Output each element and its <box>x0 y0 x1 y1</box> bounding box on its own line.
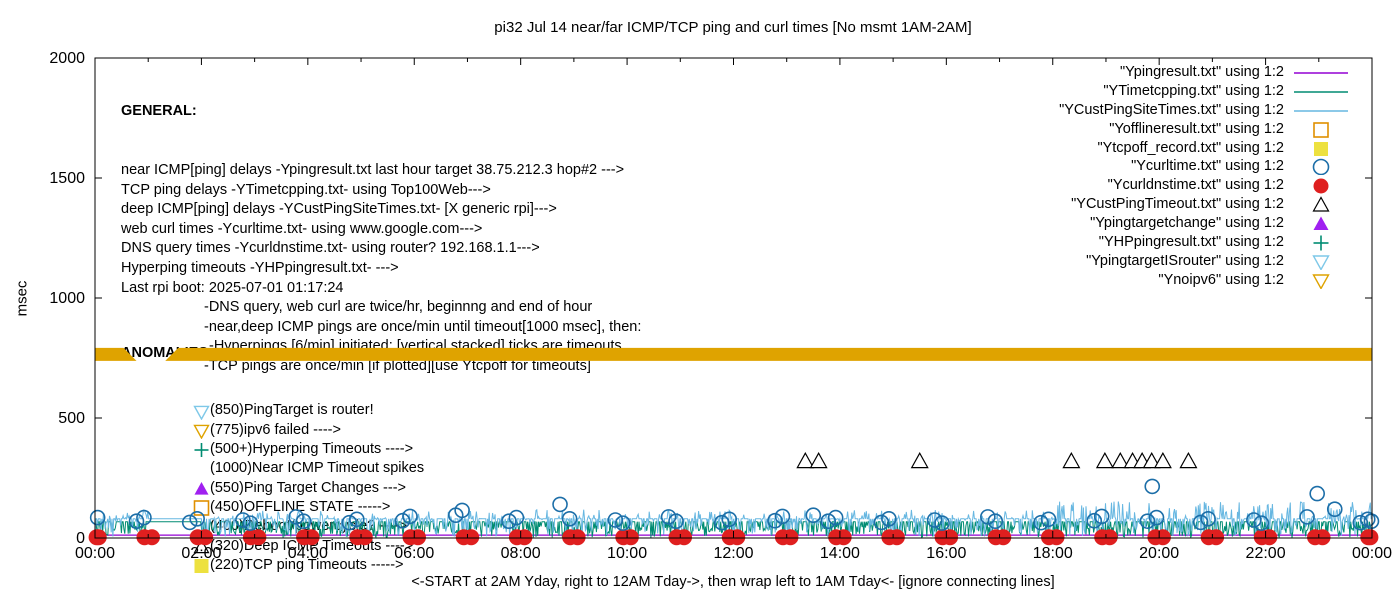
svg-text:08:00: 08:00 <box>501 545 541 562</box>
general-line: Last rpi boot: 2025-07-01 01:17:24 <box>121 279 344 296</box>
general-line: deep ICMP[ping] delays -YCustPingSiteTim… <box>121 201 557 218</box>
open-triangle-up-icon <box>193 538 210 555</box>
chart-title: pi32 Jul 14 near/far ICMP/TCP ping and c… <box>494 19 972 36</box>
filled-square-icon <box>193 557 210 574</box>
svg-text:04:00: 04:00 <box>288 545 328 562</box>
legend-row: "YHPpingresult.txt" using 1:2 <box>0 233 1352 252</box>
anomaly-row: (550)Ping Target Changes ---> <box>121 479 424 498</box>
legend-label: "Ycurldnstime.txt" using 1:2 <box>1107 177 1284 194</box>
line-icon <box>1290 83 1352 100</box>
svg-text:06:00: 06:00 <box>394 545 434 562</box>
general-line: -DNS query, web curl are twice/hr, begin… <box>204 299 593 316</box>
svg-text:0: 0 <box>76 530 85 547</box>
general-line: web curl times -Ycurltime.txt- using www… <box>121 220 483 237</box>
anomaly-row: (850)PingTarget is router! <box>121 401 424 420</box>
legend-label: "Yofflineresult.txt" using 1:2 <box>1109 120 1284 137</box>
legend-label: "Ycurltime.txt" using 1:2 <box>1131 158 1284 175</box>
anomaly-row: (450)OFFLINE STATE -----> <box>121 498 424 517</box>
anomaly-row: (775)ipv6 failed ----> <box>121 421 424 440</box>
svg-text:14:00: 14:00 <box>820 545 860 562</box>
anomaly-text: (500+)Hyperping Timeouts ----> <box>210 441 414 458</box>
svg-text:20:00: 20:00 <box>1139 545 1179 562</box>
svg-text:00:00: 00:00 <box>1352 545 1392 562</box>
general-line: DNS query times -Ycurldnstime.txt- using… <box>121 240 540 257</box>
legend-label: "YpingtargetISrouter" using 1:2 <box>1086 252 1284 269</box>
svg-text:10:00: 10:00 <box>607 545 647 562</box>
anomaly-row: (500+)Hyperping Timeouts ----> <box>121 440 424 459</box>
general-line: Hyperping timeouts -YHPpingresult.txt- -… <box>121 259 399 276</box>
anomaly-row: (220)TCP ping Timeouts -----> <box>121 556 424 575</box>
svg-text:1500: 1500 <box>49 170 85 187</box>
plus-icon <box>193 441 210 458</box>
legend: "Ypingresult.txt" using 1:2 "YTimetcpping… <box>0 63 1352 290</box>
anomalies-rows: (850)PingTarget is router! (775)ipv6 fail… <box>121 401 424 575</box>
svg-text:2000: 2000 <box>49 50 85 67</box>
open-square-icon <box>1290 121 1352 138</box>
legend-row: "Ypingresult.txt" using 1:2 <box>0 63 1352 82</box>
legend-label: "YCustPingSiteTimes.txt" using 1:2 <box>1059 101 1284 118</box>
general-line: near ICMP[ping] delays -Ypingresult.txt … <box>121 161 625 178</box>
legend-row: "Ycurldnstime.txt" using 1:2 <box>0 176 1352 195</box>
filled-circle-icon <box>1290 177 1352 194</box>
plus-icon <box>1290 234 1352 251</box>
anomaly-text: (450)OFFLINE STATE -----> <box>210 498 391 515</box>
svg-text:22:00: 22:00 <box>1246 545 1286 562</box>
general-line: -near,deep ICMP pings are once/min until… <box>204 318 642 335</box>
open-circle-icon <box>1290 158 1352 176</box>
open-triangle-down-icon <box>193 422 210 439</box>
legend-label: "Ynoipv6" using 1:2 <box>1158 271 1284 288</box>
legend-row: "YTimetcpping.txt" using 1:2 <box>0 82 1352 101</box>
general-line: -TCP pings are once/min [if plotted][use… <box>204 357 591 374</box>
anomalies-annotation-block: ANOMALIES: (850)PingTarget is router! (77… <box>121 305 424 600</box>
svg-text:500: 500 <box>58 410 85 427</box>
filled-square-icon <box>1290 140 1352 157</box>
svg-text:00:00: 00:00 <box>75 545 115 562</box>
legend-label: "Ypingresult.txt" using 1:2 <box>1120 64 1284 80</box>
legend-label: "Ypingtargetchange" using 1:2 <box>1090 215 1284 232</box>
anomaly-row: (1000)Near ICMP Timeout spikes <box>121 459 424 478</box>
line-icon <box>1290 102 1352 119</box>
open-triangle-up-icon <box>1290 196 1352 213</box>
svg-text:18:00: 18:00 <box>1033 545 1073 562</box>
open-triangle-down-icon <box>1290 253 1352 270</box>
open-square-icon <box>193 499 210 516</box>
line-icon <box>1290 64 1352 81</box>
anomaly-text: (550)Ping Target Changes ---> <box>210 479 406 496</box>
legend-row: "YpingtargetISrouter" using 1:2 <box>0 252 1352 271</box>
legend-label: "YTimetcpping.txt" using 1:2 <box>1103 82 1284 99</box>
x-axis-caption: <-START at 2AM Yday, right to 12AM Tday-… <box>411 574 1055 590</box>
svg-text:02:00: 02:00 <box>181 545 221 562</box>
legend-label: "YCustPingTimeout.txt" using 1:2 <box>1071 196 1284 213</box>
open-triangle-down-icon <box>193 403 210 420</box>
general-line: TCP ping delays -YTimetcpping.txt- using… <box>121 181 491 198</box>
svg-text:12:00: 12:00 <box>713 545 753 562</box>
anomaly-text: (1000)Near ICMP Timeout spikes <box>210 460 425 477</box>
svg-text:16:00: 16:00 <box>926 545 966 562</box>
general-heading: GENERAL: <box>121 103 197 120</box>
legend-row: "Yofflineresult.txt" using 1:2 <box>0 120 1352 139</box>
legend-label: "Ytcpoff_record.txt" using 1:2 <box>1097 139 1284 156</box>
svg-text:1000: 1000 <box>49 290 85 307</box>
legend-label: "YHPpingresult.txt" using 1:2 <box>1098 234 1284 251</box>
legend-row: "YCustPingTimeout.txt" using 1:2 <box>0 195 1352 214</box>
legend-row: "YCustPingSiteTimes.txt" using 1:2 <box>0 101 1352 120</box>
legend-row: "Ypingtargetchange" using 1:2 <box>0 214 1352 233</box>
anomaly-text: (850)PingTarget is router! <box>210 402 374 419</box>
filled-triangle-up-icon <box>1290 215 1352 232</box>
filled-triangle-up-icon <box>193 480 210 497</box>
legend-row: "Ycurltime.txt" using 1:2 <box>0 157 1352 176</box>
legend-row: "Ytcpoff_record.txt" using 1:2 <box>0 139 1352 158</box>
anomaly-text: (220)TCP ping Timeouts -----> <box>210 556 404 573</box>
open-triangle-down-icon <box>1290 272 1352 289</box>
legend-row: "Ynoipv6" using 1:2 <box>0 271 1352 290</box>
anomaly-text: (775)ipv6 failed ----> <box>210 421 341 438</box>
